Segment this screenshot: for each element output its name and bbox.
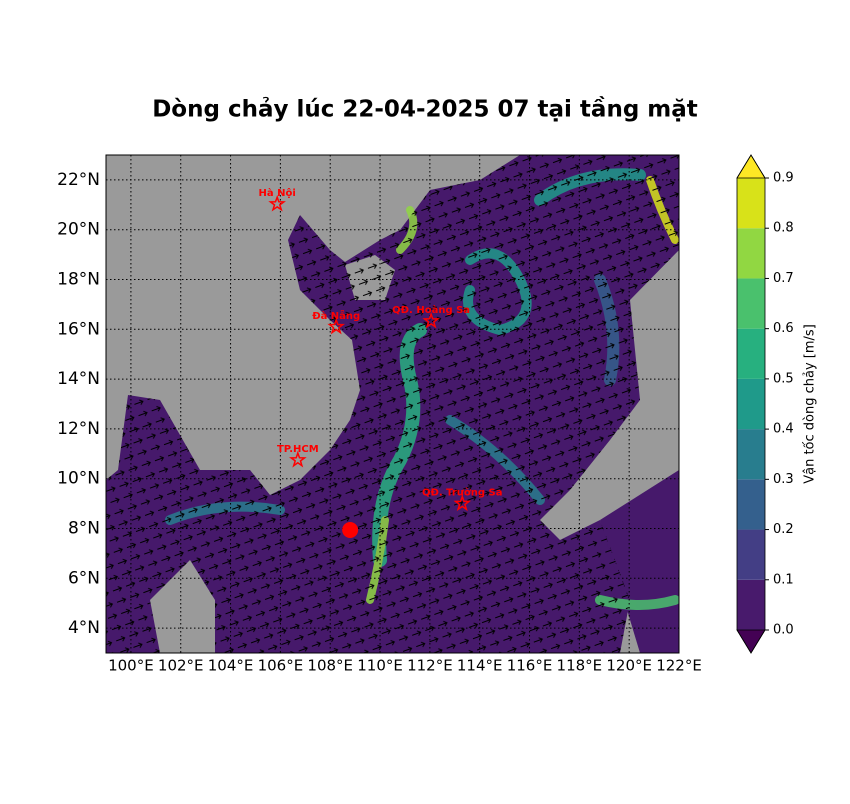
- colorbar-tick-label: 0.9: [773, 171, 794, 186]
- overlay: Hà Nội Đà Nẵng QĐ. Hoàng Sa TP.HCM QĐ. Trườn…: [259, 187, 503, 538]
- y-tick-label: 14°N: [57, 369, 100, 389]
- colorbar-segment: [737, 228, 765, 279]
- point-marker: [342, 521, 359, 538]
- x-tick-label: 110°E: [357, 657, 403, 675]
- x-tick-label: 114°E: [457, 657, 503, 675]
- y-tick-label: 22°N: [57, 170, 100, 190]
- y-tick-label: 20°N: [57, 220, 100, 240]
- colorbar-tick-label: 0.5: [773, 371, 794, 386]
- y-tick-label: 12°N: [57, 419, 100, 439]
- colorbar-tick-label: 0.4: [773, 422, 794, 437]
- plot-frame: [105, 154, 680, 654]
- colorbar-under: [736, 629, 766, 654]
- place-label: TP.HCM: [277, 444, 319, 455]
- colorbar-tick-label: 0.7: [773, 271, 794, 286]
- y-tick-label: 4°N: [68, 618, 100, 638]
- colorbar-tick-label: 0.8: [773, 221, 794, 236]
- colorbar-segment: [737, 429, 765, 480]
- grid: [106, 155, 680, 653]
- y-tick-label: 16°N: [57, 319, 100, 339]
- place-marker: [327, 317, 346, 335]
- place-label: Đà Nẵng: [312, 309, 360, 322]
- colorbar-segment: [737, 529, 765, 580]
- place-label: QĐ. Hoàng Sa: [392, 304, 470, 316]
- current-arrows: [106, 155, 679, 653]
- x-tick-label: 122°E: [656, 657, 702, 675]
- colorbar-segment: [737, 579, 765, 630]
- place-marker: [453, 494, 472, 512]
- place-marker: [289, 450, 307, 468]
- chart-title: Dòng chảy lúc 22-04-2025 07 tại tầng mặt: [152, 96, 698, 123]
- place-marker: [268, 194, 286, 212]
- y-tick-label: 18°N: [57, 270, 100, 290]
- colorbar-segment: [737, 278, 765, 329]
- colorbar-segment: [737, 328, 765, 379]
- x-tick-label: 116°E: [507, 657, 553, 675]
- y-tick-label: 8°N: [68, 519, 100, 539]
- x-tick-label: 118°E: [557, 657, 603, 675]
- x-tick-label: 100°E: [108, 657, 154, 675]
- place-label: QĐ. Trường Sa: [422, 487, 503, 499]
- colorbar-tick-label: 0.2: [773, 522, 794, 537]
- y-tick-label: 6°N: [68, 568, 100, 588]
- colorbar-segment: [737, 178, 765, 229]
- x-tick-label: 108°E: [307, 657, 353, 675]
- colorbar-tick-label: 0.6: [773, 321, 794, 336]
- colorbar-segment: [737, 378, 765, 430]
- colorbar-over: [736, 154, 766, 179]
- y-tick-label: 10°N: [57, 469, 100, 489]
- place-marker: [422, 311, 440, 329]
- colorbar-tick-label: 0.1: [773, 572, 794, 587]
- colorbar-tick-label: 0.0: [773, 623, 794, 638]
- x-tick-label: 106°E: [258, 657, 304, 675]
- x-tick-label: 112°E: [407, 657, 453, 675]
- map-area: [106, 155, 679, 653]
- colorbar-tick-label: 0.3: [773, 472, 794, 487]
- colorbar-label: Vận tốc dòng chảy [m/s]: [803, 324, 818, 484]
- place-label: Hà Nội: [259, 187, 296, 199]
- x-tick-label: 102°E: [158, 657, 204, 675]
- x-tick-label: 120°E: [606, 657, 652, 675]
- colorbar-segment: [737, 479, 765, 530]
- x-tick-label: 104°E: [208, 657, 254, 675]
